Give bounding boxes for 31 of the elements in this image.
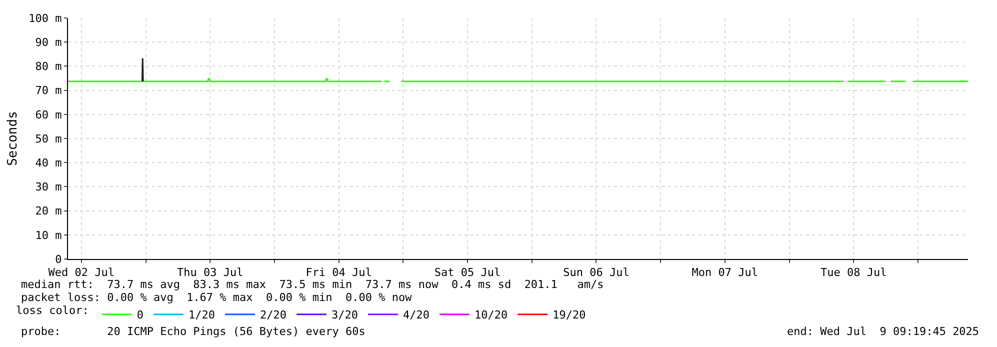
- legend-label: 2/20: [260, 308, 286, 322]
- text: packet loss: 0.00 % avg 1.67 % max 0.00 % min 0.00 % now: [21, 291, 412, 304]
- y-tick-label: 80 m: [35, 60, 62, 74]
- x-tick-label: Sun 06 Jul: [563, 266, 630, 280]
- legend-label: 1/20: [188, 308, 215, 322]
- y-tick-label: 90 m: [35, 36, 62, 49]
- legend-title: loss color:: [16, 304, 89, 318]
- y-tick-label: 40 m: [35, 156, 62, 170]
- y-axis-title: Seconds: [6, 111, 21, 166]
- y-tick-label: 20 m: [35, 204, 62, 218]
- y-tick-label: 30 m: [35, 180, 62, 194]
- legend-label: 10/20: [474, 308, 508, 322]
- x-tick-label: Tue 08 Jul: [820, 266, 887, 280]
- y-tick-label: 70 m: [35, 84, 62, 98]
- text: end: Wed Jul 9 09:19:45 2025: [787, 325, 980, 338]
- x-tick-label: Thu 03 Jul: [176, 266, 244, 280]
- legend-label: 4/20: [402, 308, 430, 322]
- x-tick-label: Mon 07 Jul: [692, 266, 758, 280]
- text: median rtt: 73.7 ms avg 83.3 ms max 73.5 ms min 73.7 ms now 0.4 ms sd 201.1 am/s: [21, 278, 604, 291]
- y-tick-label: 0: [55, 252, 62, 266]
- x-tick-label: Sat 05 Jul: [434, 266, 501, 280]
- y-tick-label: 60 m: [35, 108, 62, 122]
- x-tick-label: Fri 04 Jul: [306, 266, 372, 280]
- legend-label: 19/20: [552, 308, 586, 322]
- y-tick-label: 100 m: [28, 12, 62, 25]
- legend-label: 3/20: [331, 308, 358, 322]
- text: probe: 20 ICMP Echo Pings (56 Bytes) every 60s: [21, 325, 366, 338]
- y-tick-label: 10 m: [35, 228, 62, 242]
- y-tick-label: 50 m: [35, 132, 62, 146]
- x-tick-label: Wed 02 Jul: [48, 266, 115, 280]
- legend-label: 0: [136, 308, 144, 322]
